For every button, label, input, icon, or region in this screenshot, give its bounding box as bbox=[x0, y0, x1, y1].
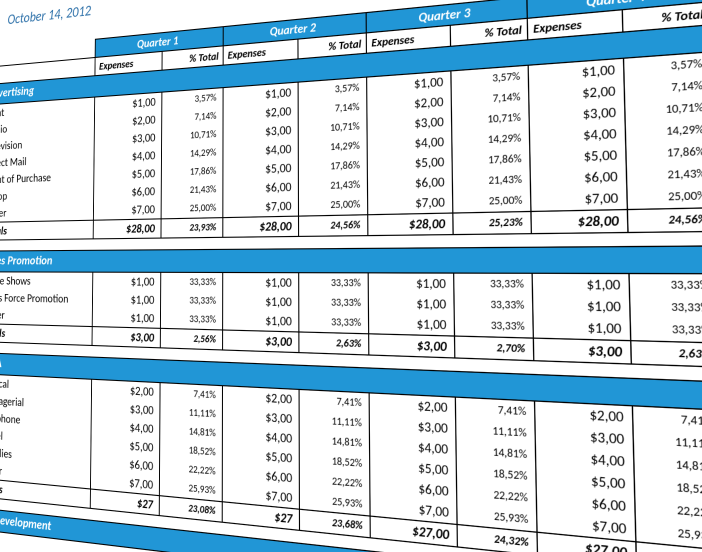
totals-pct: 2,63% bbox=[631, 341, 702, 367]
pct-cell: 21,43% bbox=[452, 169, 530, 192]
pct-cell: 33,33% bbox=[299, 273, 369, 294]
pct-cell: 17,86% bbox=[298, 155, 367, 177]
pct-cell: 25,00% bbox=[627, 185, 702, 210]
totals-pct: 23,93% bbox=[161, 218, 223, 238]
expense-cell: $6,00 bbox=[367, 172, 452, 195]
expense-cell: $1,00 bbox=[533, 295, 631, 318]
pct-cell: 17,86% bbox=[161, 162, 223, 183]
totals-expense: $3,00 bbox=[533, 338, 631, 364]
expense-cell: $6,00 bbox=[94, 182, 162, 202]
row-label: Other bbox=[0, 202, 94, 222]
pct-cell: 21,43% bbox=[626, 163, 702, 188]
pct-cell: 21,43% bbox=[161, 180, 223, 200]
expense-cell: $7,00 bbox=[531, 187, 628, 211]
totals-label: Totals bbox=[0, 220, 93, 240]
expense-cell: $1,00 bbox=[92, 308, 160, 328]
totals-expense: $28,00 bbox=[223, 216, 299, 237]
totals-expense: $28,00 bbox=[368, 213, 453, 236]
expense-cell: $1,00 bbox=[532, 273, 629, 296]
totals-pct: 2,70% bbox=[455, 336, 534, 361]
totals-pct: 24,56% bbox=[627, 208, 702, 233]
pct-cell: 33,33% bbox=[160, 309, 222, 330]
pct-cell: 25,00% bbox=[161, 199, 223, 219]
expense-cell: $1,00 bbox=[533, 316, 631, 340]
budget-sheet: MARKETING BUDGET October 14, 2012 Quarte… bbox=[0, 0, 702, 552]
pct-cell: 21,43% bbox=[298, 175, 367, 197]
pct-cell: 33,33% bbox=[630, 296, 702, 320]
expense-cell: $1,00 bbox=[93, 272, 161, 291]
budget-table: MARKETING BUDGET October 14, 2012 Quarte… bbox=[0, 0, 702, 552]
totals-expense: $28,00 bbox=[93, 219, 161, 239]
pct-cell: 33,33% bbox=[454, 273, 533, 295]
expense-cell: $1,00 bbox=[223, 292, 299, 312]
expense-cell: $1,00 bbox=[92, 290, 160, 309]
pct-cell: 33,33% bbox=[299, 312, 369, 334]
expense-cell: $1,00 bbox=[223, 272, 299, 292]
totals-expense: $28,00 bbox=[531, 210, 628, 234]
totals-expense: $3,00 bbox=[369, 334, 455, 358]
expense-cell: $6,00 bbox=[223, 177, 299, 198]
expense-cell: $7,00 bbox=[93, 200, 161, 220]
pct-cell: 33,33% bbox=[629, 274, 702, 297]
pct-cell: 17,86% bbox=[452, 148, 530, 172]
expense-cell: $1,00 bbox=[368, 293, 454, 314]
row-label: Other bbox=[0, 306, 92, 326]
pct-cell: 33,33% bbox=[454, 315, 533, 338]
pct-cell: 33,33% bbox=[299, 293, 369, 314]
pct-cell: 33,33% bbox=[161, 291, 223, 310]
row-label: Trade Shows bbox=[0, 272, 93, 291]
expense-cell: $1,00 bbox=[368, 273, 454, 294]
expense-cell: $7,00 bbox=[368, 192, 453, 215]
pct-cell: 33,33% bbox=[161, 272, 223, 291]
pct-cell: 33,33% bbox=[630, 318, 702, 343]
totals-pct: 2,63% bbox=[299, 332, 369, 355]
expense-cell: $1,00 bbox=[223, 311, 299, 332]
totals-expense: $3,00 bbox=[223, 330, 299, 353]
totals-pct: 25,23% bbox=[453, 211, 532, 234]
expense-cell: $6,00 bbox=[530, 166, 627, 190]
row-label: Sales Force Promotion bbox=[0, 289, 93, 308]
expense-cell: $7,00 bbox=[223, 196, 299, 217]
pct-cell: 17,86% bbox=[626, 140, 702, 165]
totals-pct: 24,56% bbox=[299, 215, 368, 237]
pct-cell: 25,00% bbox=[453, 190, 531, 213]
expense-cell: $1,00 bbox=[368, 313, 454, 336]
section-header: Sales Promotion bbox=[0, 246, 702, 274]
pct-cell: 33,33% bbox=[454, 294, 533, 316]
totals-expense: $3,00 bbox=[92, 327, 160, 348]
pct-cell: 25,00% bbox=[298, 194, 367, 216]
pct-cell: 14,29% bbox=[625, 118, 702, 144]
totals-pct: 2,56% bbox=[160, 328, 222, 350]
